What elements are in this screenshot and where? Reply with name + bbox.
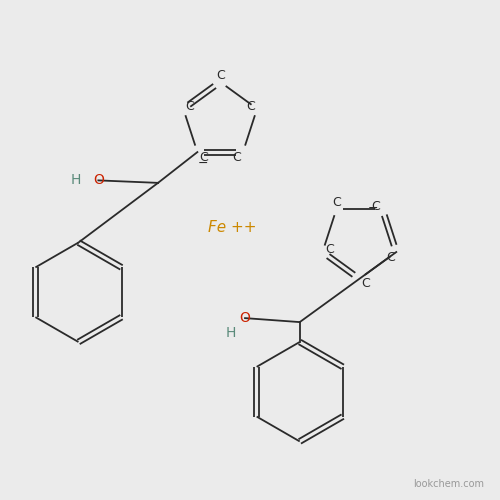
Text: Fe ++: Fe ++ xyxy=(208,220,257,235)
Text: C: C xyxy=(232,150,241,164)
Text: −: − xyxy=(198,156,208,170)
Text: O: O xyxy=(93,174,104,188)
Text: C: C xyxy=(361,278,370,290)
Text: C: C xyxy=(332,196,341,208)
Text: C: C xyxy=(186,100,194,113)
Text: C: C xyxy=(216,69,224,82)
Text: C: C xyxy=(371,200,380,212)
Text: C: C xyxy=(386,250,394,264)
Text: H: H xyxy=(71,174,81,188)
Text: H: H xyxy=(226,326,236,340)
Text: C: C xyxy=(199,150,207,164)
Text: O: O xyxy=(240,311,250,325)
Text: lookchem.com: lookchem.com xyxy=(412,478,484,488)
Text: C: C xyxy=(325,243,334,256)
Text: −: − xyxy=(368,202,378,215)
Text: C: C xyxy=(246,100,255,113)
